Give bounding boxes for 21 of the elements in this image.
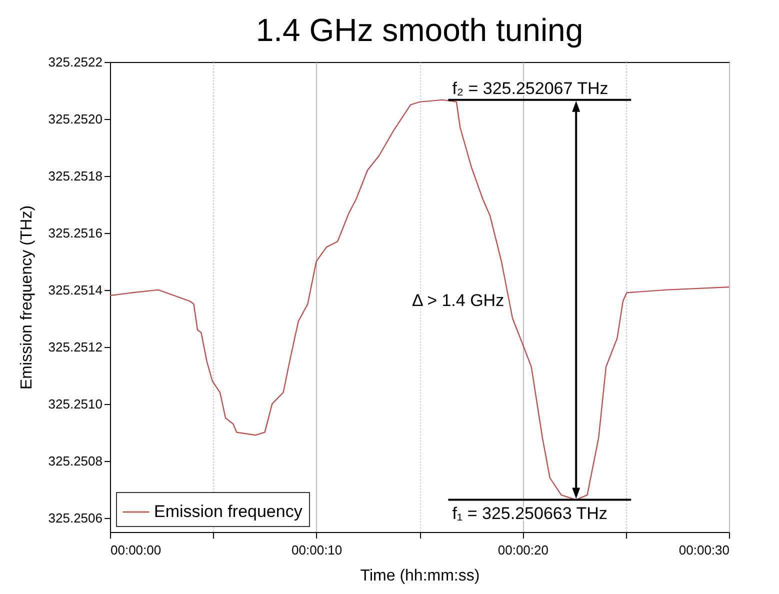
chart-title: 1.4 GHz smooth tuning (256, 12, 584, 48)
y-tick-label: 325.2510 (48, 396, 102, 412)
legend-label: Emission frequency (154, 502, 303, 521)
x-tick-label: 00:00:30 (678, 542, 730, 558)
annotation: f₂ = 325.252067 THz (452, 78, 608, 98)
line-series (109, 99, 730, 500)
y-tick-label: 325.2522 (48, 54, 102, 70)
y-tick-label: 325.2516 (48, 225, 102, 240)
annotation: f₁ = 325.250663 THz (452, 504, 608, 523)
annotation: Δ > 1.4 GHz (412, 290, 504, 310)
y-tick-label: 325.2508 (48, 453, 102, 468)
x-tick-label: 00:00:00 (110, 542, 162, 558)
y-tick-label: 325.2506 (48, 510, 102, 526)
y-axis-title: Emission frequency (THz) (18, 205, 36, 390)
x-tick-label: 00:00:10 (292, 542, 342, 558)
y-tick-label: 325.2520 (48, 111, 102, 126)
y-tick-label: 325.2518 (48, 168, 102, 184)
y-tick-label: 325.2512 (48, 339, 102, 354)
x-tick-label: 00:00:20 (498, 542, 548, 558)
x-axis-title: Time (hh:mm:ss) (360, 568, 480, 584)
y-tick-label: 325.2514 (48, 282, 102, 298)
